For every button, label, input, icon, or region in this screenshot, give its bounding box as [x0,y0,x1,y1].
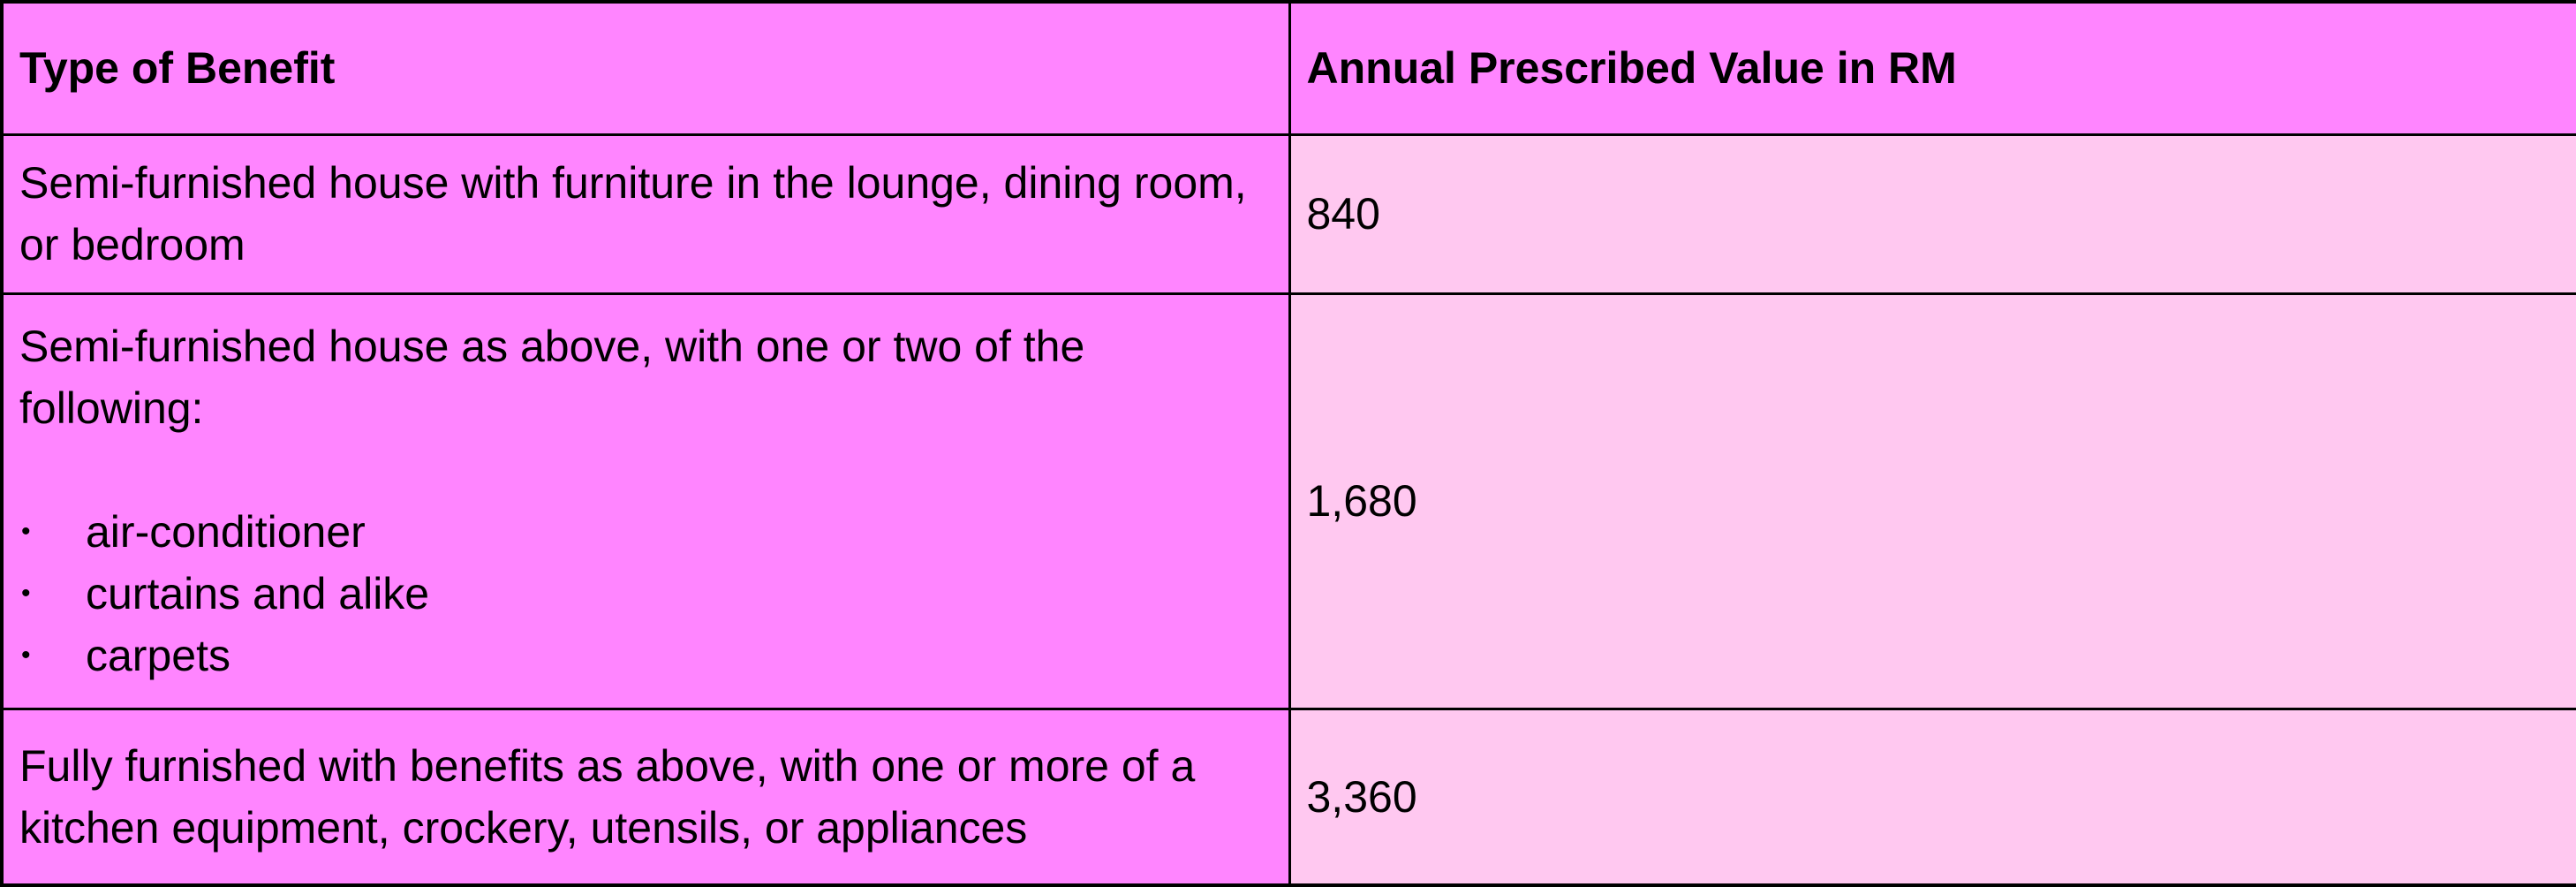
benefit-value-cell: 840 [1288,133,2576,295]
header-annual-prescribed-value: Annual Prescribed Value in RM [1288,0,2576,136]
header-type-of-benefit: Type of Benefit [0,0,1291,136]
benefit-type-cell: Fully furnished with benefits as above, … [0,707,1291,887]
bullet-icon: • [21,517,31,546]
list-item: • air-conditioner [19,501,1273,563]
bullet-list: • air-conditioner • curtains and alike • ca… [19,501,1273,686]
bullet-icon: • [21,579,31,608]
list-item: • carpets [19,625,1273,686]
benefit-type-cell: Semi-furnished house with furniture in t… [0,133,1291,295]
table-row: Fully furnished with benefits as above, … [0,707,2576,887]
list-item: • curtains and alike [19,563,1273,625]
benefit-value-cell: 1,680 [1288,292,2576,710]
table-row: Semi-furnished house as above, with one … [0,292,2576,710]
benefit-type-cell: Semi-furnished house as above, with one … [0,292,1291,710]
table-header-row: Type of Benefit Annual Prescribed Value … [0,0,2576,136]
benefit-type-text: Semi-furnished house as above, with one … [19,322,1085,433]
table-row: Semi-furnished house with furniture in t… [0,133,2576,295]
bullet-icon: • [21,641,31,670]
benefit-value-cell: 3,360 [1288,707,2576,887]
